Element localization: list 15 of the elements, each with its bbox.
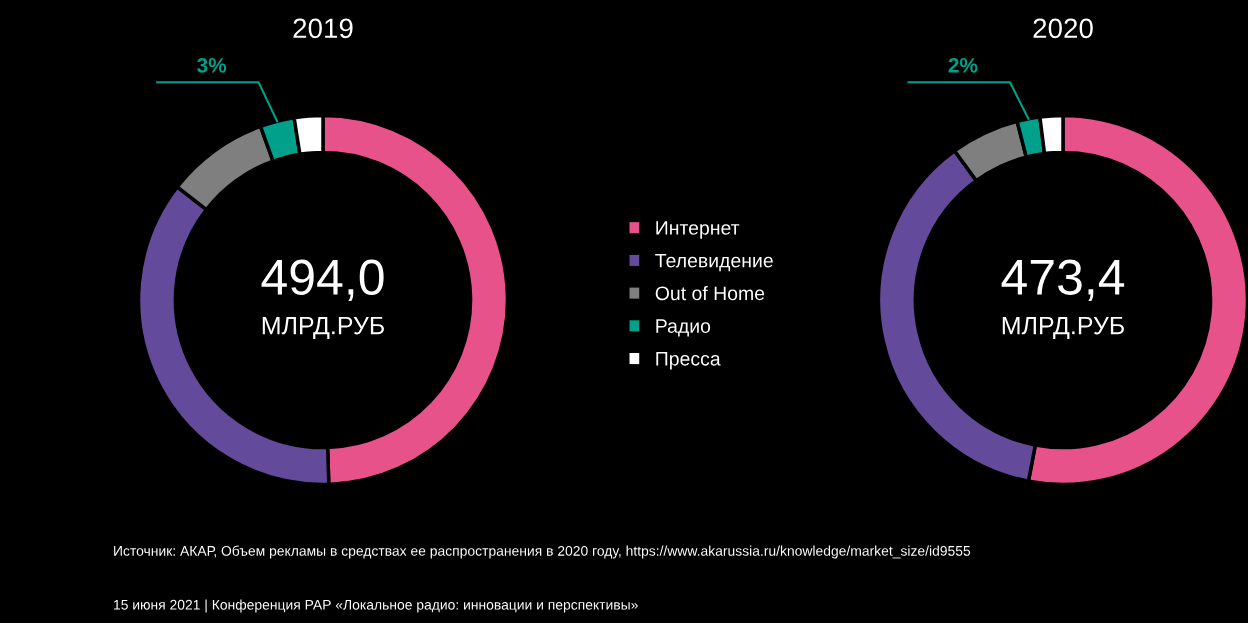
text: Источник: АКАР, Объем рекламы в средствах ее распространения в 2020 году, https://www.akarussia.ru/knowledge/market_size/id9555 <box>114 545 971 559</box>
text: МЛРД.РУБ <box>262 316 384 340</box>
chart-title: 2019 <box>293 18 353 39</box>
legend-label: Телевидение <box>655 253 773 272</box>
legend-label: Out of Home <box>655 285 765 301</box>
text: 15 июня 2021 | Конференция РАР «Локальное радио: инновации и перспективы» <box>114 599 638 613</box>
text: МЛРД.РУБ <box>1002 316 1124 340</box>
legend-label: Радио <box>656 319 711 337</box>
data-label: 2% <box>948 57 978 73</box>
data-label: 3% <box>197 57 227 73</box>
text: 494,0 <box>261 259 384 301</box>
legend-label: Интернет <box>656 221 740 239</box>
chart-title: 2020 <box>1033 18 1093 39</box>
text: 473,4 <box>1001 259 1125 301</box>
legend-label: Пресса <box>656 352 721 370</box>
